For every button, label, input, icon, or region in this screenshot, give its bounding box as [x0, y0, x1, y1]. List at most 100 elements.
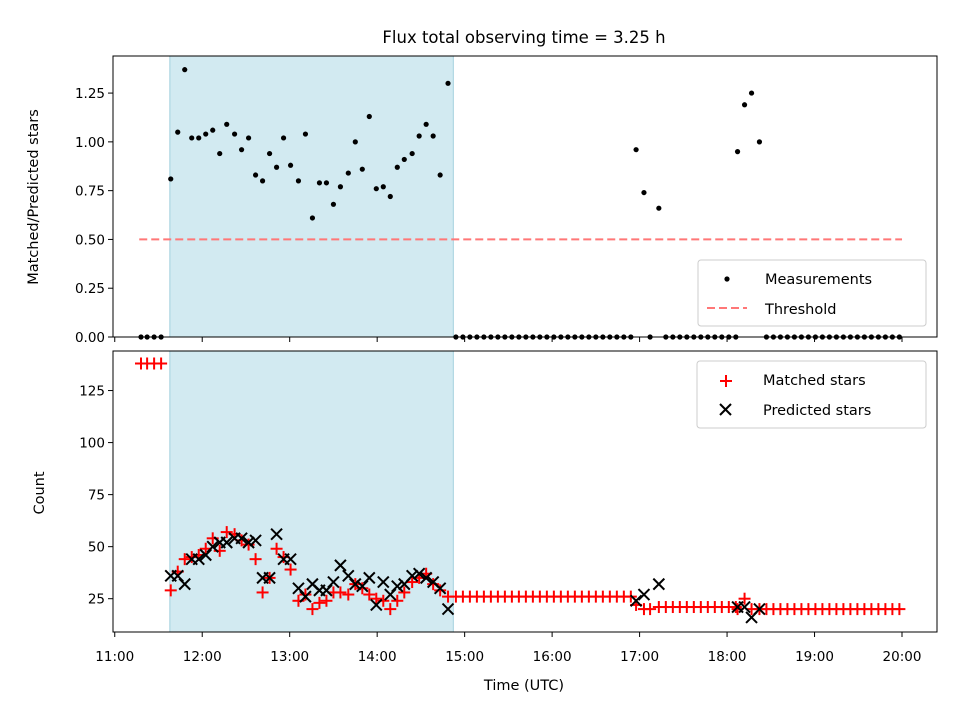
- measurement-point: [203, 131, 209, 137]
- y-tick-label: 50: [88, 540, 105, 556]
- measurement-point: [445, 80, 451, 86]
- measurement-point: [366, 113, 372, 120]
- x-tick-label: 18:00: [708, 649, 747, 665]
- ratio-panel: 0.00 0.25 0.50 0.75 1.00 1.25 Matched/Predict…: [26, 55, 938, 346]
- predicted-star-point: [206, 540, 219, 553]
- measurement-point: [217, 150, 223, 157]
- predicted-star-point: [270, 527, 283, 541]
- measurement-point: [337, 184, 344, 190]
- matched-star-point: [320, 594, 333, 607]
- y-tick-label: 0.75: [75, 184, 105, 200]
- measurement-point: [316, 180, 323, 186]
- measurement-point: [748, 90, 755, 96]
- predicted-star-point: [192, 552, 205, 566]
- measurement-point: [423, 121, 429, 127]
- observing-window-shade: [169, 350, 454, 633]
- measurement-point: [245, 135, 252, 141]
- measurement-point: [224, 121, 230, 127]
- legend-matched-label: Matched stars: [763, 373, 866, 389]
- count-y-ticks: 25 50 75 100 125: [79, 384, 113, 608]
- predicted-star-point: [178, 577, 191, 591]
- predicted-star-point: [284, 552, 297, 566]
- predicted-star-point: [377, 575, 390, 589]
- count-legend: Matched stars Predicted stars: [696, 360, 927, 429]
- x-tick-label: 20:00: [883, 649, 922, 665]
- measurement-point: [373, 186, 379, 192]
- x-tick-label: 15:00: [445, 649, 484, 665]
- predicted-star-point: [263, 571, 276, 585]
- count-x-ticks: 11:00 12:00 13:00 14:00 15:00 16:00 17:00 18:00…: [95, 632, 921, 665]
- measurement-point: [287, 162, 294, 168]
- matched-star-point: [893, 603, 906, 616]
- measurement-point: [734, 149, 741, 155]
- measurement-point: [387, 193, 393, 200]
- matched-star-point: [313, 596, 326, 609]
- measurement-point: [641, 189, 647, 196]
- y-tick-label: 1.25: [75, 86, 105, 102]
- measurement-point: [394, 164, 400, 170]
- measurement-point: [280, 135, 287, 141]
- measurement-point: [168, 176, 174, 182]
- x-tick-label: 11:00: [95, 649, 134, 665]
- measurement-point: [295, 178, 302, 184]
- predicted-star-point: [391, 580, 404, 593]
- predicted-star-point: [299, 590, 312, 603]
- predicted-star-point: [249, 534, 262, 547]
- matched-star-point: [220, 526, 233, 539]
- predicted-star-point: [629, 594, 643, 607]
- x-tick-label: 19:00: [795, 649, 834, 665]
- matched-star-point: [644, 603, 657, 616]
- measurement-point: [231, 131, 238, 137]
- y-tick-label: 25: [88, 592, 105, 608]
- x-tick-label: 12:00: [183, 649, 222, 665]
- measurement-point: [756, 139, 763, 145]
- predicted-star-point: [433, 582, 447, 595]
- predicted-star-point: [327, 575, 340, 589]
- measurement-point: [175, 129, 181, 135]
- y-tick-label: 125: [79, 384, 105, 400]
- matched-star-point: [155, 357, 168, 370]
- measurement-point: [430, 133, 436, 139]
- predicted-star-point: [753, 602, 766, 616]
- measurement-point: [416, 133, 422, 139]
- predicted-star-point: [242, 536, 255, 549]
- legend-measurements-marker: [724, 276, 730, 282]
- matched-star-point: [434, 584, 447, 597]
- measurement-point: [330, 201, 337, 207]
- matched-star-point: [334, 586, 347, 599]
- x-tick-label: 16:00: [533, 649, 572, 665]
- measurement-point: [323, 180, 330, 186]
- observing-window-shade: [169, 55, 454, 338]
- measurement-point: [210, 127, 216, 133]
- matched-star-point: [398, 586, 411, 599]
- measurement-point: [238, 147, 245, 153]
- ratio-legend: Measurements Threshold: [697, 259, 927, 327]
- predicted-star-point: [412, 567, 426, 580]
- matched-star-point: [342, 588, 355, 601]
- measurement-point: [273, 164, 280, 170]
- count-marks: [134, 357, 906, 624]
- predicted-star-point: [405, 569, 419, 583]
- measurement-point: [401, 156, 407, 163]
- matched-star-point: [384, 603, 397, 616]
- predicted-star-point: [363, 571, 376, 585]
- y-tick-label: 0.25: [75, 281, 105, 297]
- predicted-star-point: [419, 571, 433, 585]
- count-panel: 25 50 75 100 125 11:00 12:00 13:00 14:00 15:00 16…: [32, 350, 938, 694]
- predicted-star-point: [334, 559, 347, 572]
- matched-star-point: [729, 601, 742, 614]
- predicted-star-point: [652, 577, 666, 591]
- legend-threshold-label: Threshold: [764, 302, 836, 318]
- matched-star-point: [284, 563, 297, 576]
- y-tick-label: 1.00: [75, 135, 105, 151]
- measurement-point: [189, 135, 195, 141]
- chart-title: Flux total observing time = 3.25 h: [382, 28, 665, 47]
- count-axes-frame: [112, 350, 938, 633]
- measurement-point: [633, 147, 639, 153]
- predicted-star-point: [370, 598, 383, 612]
- predicted-star-point: [637, 588, 651, 601]
- ratio-axes-frame: [112, 55, 938, 338]
- measurement-point: [345, 170, 351, 176]
- y-tick-label: 0.50: [75, 232, 105, 248]
